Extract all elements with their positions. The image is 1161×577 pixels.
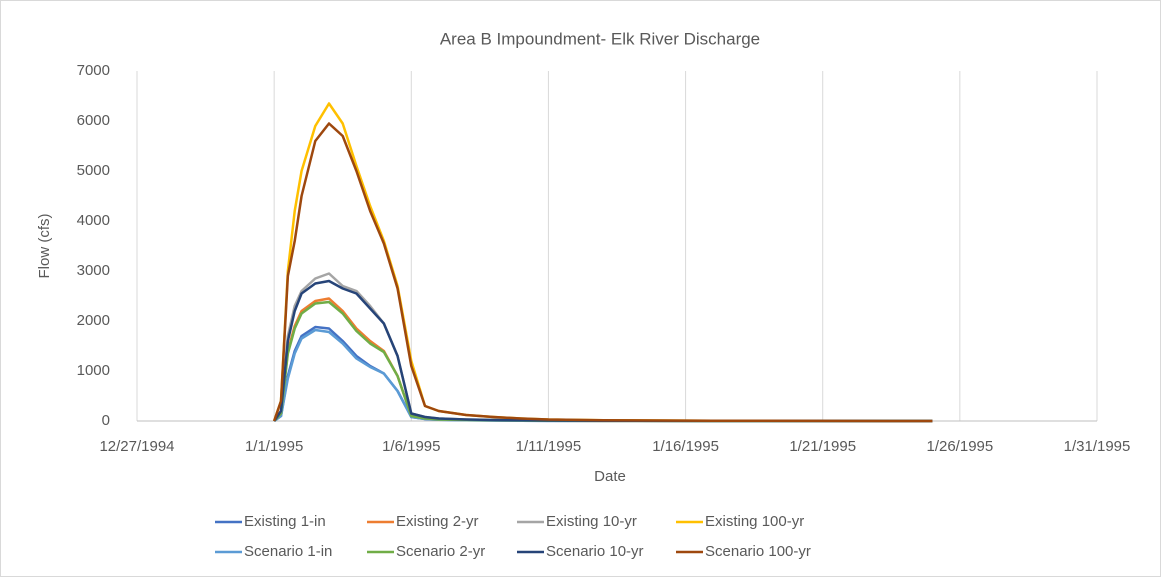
y-tick-label: 5000 [77,162,110,179]
x-tick-label: 1/11/1995 [516,438,582,455]
y-tick-label: 0 [102,412,110,429]
y-tick-label: 3000 [77,262,110,279]
legend-label: Existing 100-yr [705,513,804,530]
series-line [273,279,933,423]
legend-label: Scenario 1-in [244,543,332,560]
x-tick-label: 12/27/1994 [99,438,174,455]
y-axis-label: Flow (cfs) [36,214,53,279]
y-tick-label: 7000 [77,62,110,79]
legend-label: Existing 1-in [244,513,326,530]
legend-label: Scenario 2-yr [396,543,485,560]
legend-label: Existing 10-yr [546,513,637,530]
y-tick-label: 4000 [77,212,110,229]
series-line [272,122,933,423]
legend-label: Scenario 100-yr [705,543,811,560]
x-tick-label: 1/21/1995 [789,438,856,455]
legend-label: Scenario 10-yr [546,543,644,560]
x-tick-label: 1/1/1995 [245,438,303,455]
x-tick-label: 1/31/1995 [1064,438,1131,455]
x-tick-label: 1/6/1995 [382,438,440,455]
x-tick-label: 1/26/1995 [926,438,993,455]
chart-title: Area B Impoundment- Elk River Discharge [440,29,760,48]
y-tick-label: 6000 [77,112,110,129]
legend-label: Existing 2-yr [396,513,479,530]
y-tick-label: 1000 [77,362,110,379]
x-axis-label: Date [594,468,626,485]
y-tick-label: 2000 [77,312,110,329]
x-tick-label: 1/16/1995 [652,438,719,455]
